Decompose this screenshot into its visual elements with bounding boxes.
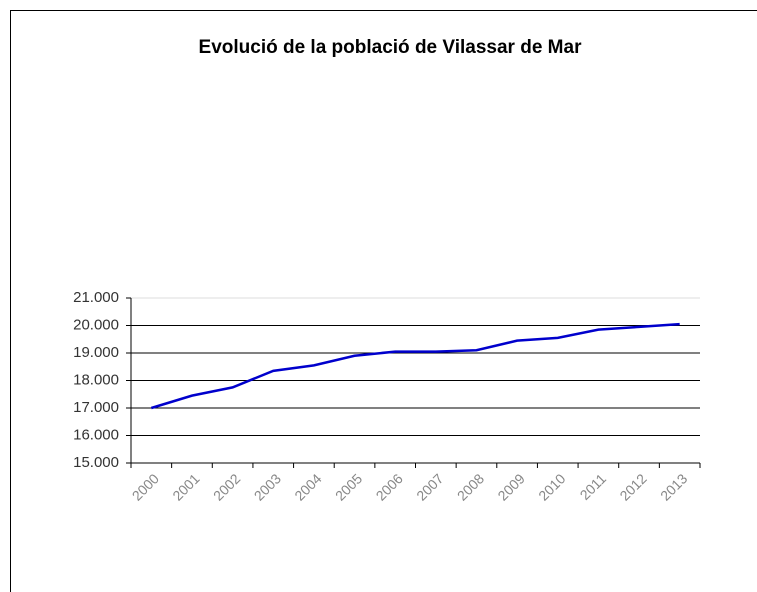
x-tick-label: 2008 bbox=[454, 470, 487, 503]
x-tick-label: 2009 bbox=[495, 470, 528, 503]
x-tick-label: 2010 bbox=[535, 470, 568, 503]
y-tick-label: 20.000 bbox=[73, 316, 119, 333]
y-tick-label: 15.000 bbox=[73, 454, 119, 471]
y-tick-label: 17.000 bbox=[73, 399, 119, 416]
x-tick-label: 2011 bbox=[577, 470, 610, 503]
x-tick-label: 2006 bbox=[373, 470, 406, 503]
x-tick-label: 2007 bbox=[413, 470, 446, 503]
chart-title: Evolució de la població de Vilassar de M… bbox=[199, 37, 583, 58]
x-tick-label: 2002 bbox=[210, 470, 243, 503]
x-tick-label: 2000 bbox=[129, 470, 162, 503]
x-tick-label: 2013 bbox=[657, 470, 690, 503]
y-tick-label: 21.000 bbox=[73, 289, 119, 306]
y-tick-label: 18.000 bbox=[73, 371, 119, 388]
x-tick-label: 2005 bbox=[332, 470, 365, 503]
y-tick-label: 19.000 bbox=[73, 344, 119, 361]
data-line bbox=[150, 322, 680, 410]
chart-frame bbox=[10, 10, 757, 592]
x-tick-label: 2003 bbox=[251, 470, 284, 503]
x-tick-label: 2004 bbox=[291, 470, 324, 503]
x-tick-label: 2012 bbox=[616, 470, 649, 503]
y-tick-label: 16.000 bbox=[73, 426, 119, 443]
x-tick-label: 2001 bbox=[169, 470, 202, 503]
